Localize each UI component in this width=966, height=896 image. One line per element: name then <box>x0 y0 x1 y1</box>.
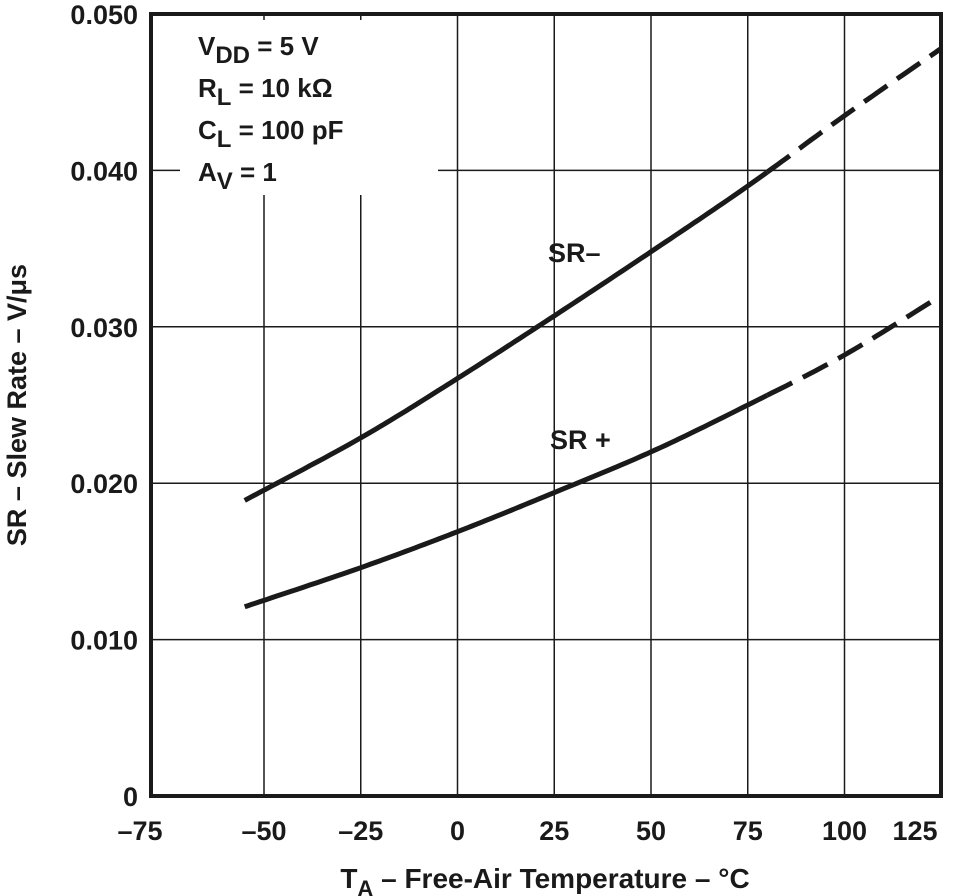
condition-value: = 1 <box>233 157 277 187</box>
curves <box>243 46 943 610</box>
condition-symbol: A <box>198 157 217 187</box>
x-tick-label: 125 <box>892 816 937 846</box>
condition-value: = 100 pF <box>231 115 343 145</box>
condition-value: = 5 V <box>250 31 319 61</box>
curve-sr-minus-dashed <box>765 46 943 175</box>
condition-line: AV = 1 <box>198 157 277 195</box>
x-tick-label: 100 <box>822 816 867 846</box>
condition-symbol: V <box>198 31 216 61</box>
curve-sr-minus-solid <box>243 170 769 503</box>
condition-subscript: L <box>217 84 232 111</box>
plot-frame <box>149 12 943 798</box>
condition-subscript: V <box>217 168 233 195</box>
x-tick-label: 50 <box>636 816 666 846</box>
y-tick-label: 0 <box>123 782 138 812</box>
x-axis-label-rest: – Free-Air Temperature – °C <box>373 863 749 894</box>
y-tick-labels: 0 0.010 0.020 0.030 0.040 0.050 <box>70 0 138 812</box>
x-axis-label: TA – Free-Air Temperature – °C <box>340 863 749 896</box>
x-tick-label: –75 <box>117 816 162 846</box>
y-tick-label: 0.050 <box>70 0 138 30</box>
condition-value: = 10 kΩ <box>231 73 332 103</box>
series-label-sr-plus: SR + <box>550 425 611 455</box>
y-tick-label: 0.030 <box>70 313 138 343</box>
condition-line: CL = 100 pF <box>198 115 343 153</box>
y-tick-label: 0.010 <box>70 626 138 656</box>
condition-line: RL = 10 kΩ <box>198 73 333 111</box>
condition-line: VDD = 5 V <box>198 31 319 69</box>
condition-symbol: R <box>198 73 217 103</box>
x-axis-label-sub: A <box>357 876 373 896</box>
y-tick-label: 0.040 <box>70 156 138 186</box>
y-axis-label: SR – Slew Rate – V/μs <box>2 264 32 546</box>
series-label-sr-minus: SR– <box>548 238 601 268</box>
x-tick-label: 25 <box>539 816 569 846</box>
x-tick-label: –50 <box>241 816 286 846</box>
x-tick-label: 0 <box>450 816 465 846</box>
x-tick-label: –25 <box>338 816 383 846</box>
condition-subscript: L <box>217 126 232 153</box>
condition-symbol: C <box>198 115 217 145</box>
curve-sr-plus-solid <box>243 393 769 610</box>
condition-subscript: DD <box>215 42 250 69</box>
x-tick-label: 75 <box>733 816 763 846</box>
x-axis-label-main: T <box>340 863 357 894</box>
y-tick-label: 0.020 <box>70 469 138 499</box>
curve-sr-plus-dashed <box>765 293 943 398</box>
x-tick-labels: –75 –50 –25 0 25 50 75 100 125 <box>117 816 937 846</box>
conditions-box-mask <box>180 20 438 195</box>
